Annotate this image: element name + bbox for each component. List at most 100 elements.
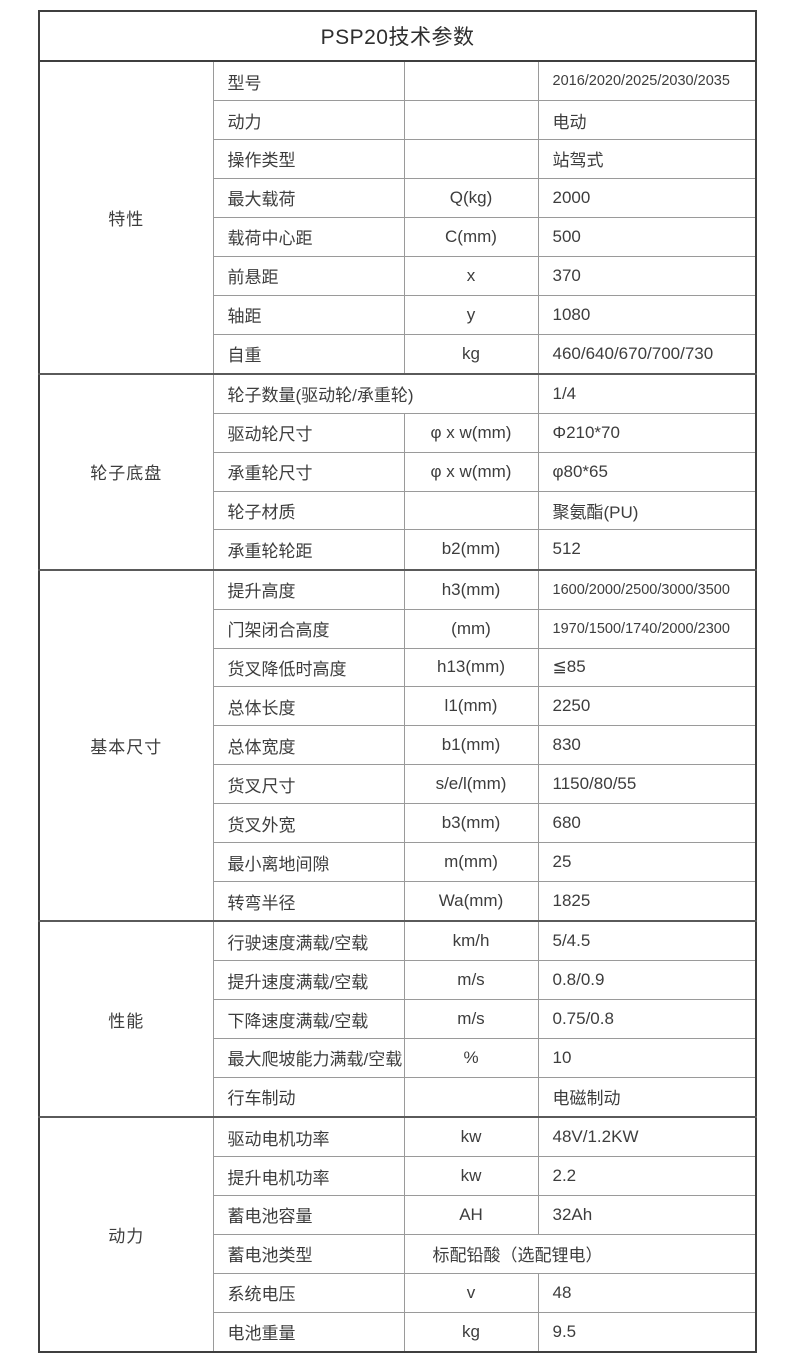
table-row: 驱动轮尺寸 φ x w(mm) Φ210*70 [39,412,757,453]
spec-value: 25 [537,842,757,882]
spec-label: 前悬距 [212,255,405,296]
table-row: 最大爬坡能力满载/空载% 10 [39,1037,757,1078]
spec-table: PSP20技术参数 特性 型号 2016/2020/2025/2030/2035 动力… [38,10,758,1353]
spec-symbol: m/s [403,999,539,1039]
table-row: 门架闭合高度 (mm) 1970/1500/1740/2000/2300 [39,608,757,649]
spec-symbol [403,100,539,140]
table-row: 轮子底盘 轮子数量(驱动轮/承重轮) 1/4 [38,372,757,571]
table-row: 载荷中心距 C(mm) 500 [39,216,757,257]
spec-label: 总体宽度 [212,725,405,766]
spec-label: 自重 [212,333,405,375]
spec-label: 最大载荷 [212,177,405,218]
table-row: 自重 kg 460/640/670/700/730 [39,333,757,375]
spec-value: 电磁制动 [537,1076,757,1118]
spec-value: 2250 [537,686,757,727]
spec-symbol: v [403,1272,539,1313]
spec-symbol: l1(mm) [403,686,539,727]
spec-value: 680 [537,803,757,844]
spec-label: 轴距 [212,294,405,335]
spec-value: Φ210*70 [537,412,757,453]
spec-table-body: PSP20技术参数 特性 型号 2016/2020/2025/2030/2035 动力… [38,10,757,1353]
table-row: 性能 行驶速度满载/空载 km/h 5/4.5 [38,920,757,1118]
spec-label: 型号 [212,60,405,102]
spec-label: 承重轮轮距 [212,529,405,571]
spec-value: 48V/1.2KW [537,1115,757,1158]
spec-label: 轮子数量(驱动轮/承重轮) [212,372,539,414]
table-row: 动力 电动 [39,100,757,140]
spec-value: 1/4 [537,372,757,414]
spec-symbol: kw [403,1156,539,1196]
section-label: 动力 [38,1115,214,1353]
spec-label: 电池重量 [212,1311,405,1353]
spec-symbol: y [403,294,539,335]
spec-symbol: kw [403,1115,539,1158]
spec-symbol: kg [403,333,539,375]
spec-value: 830 [537,725,757,766]
table-row: 承重轮轮距 b2(mm) 512 [39,529,757,571]
spec-symbol [403,139,539,179]
spec-label: 载荷中心距 [212,216,405,257]
spec-symbol [403,1076,539,1118]
table-row: 基本尺寸 提升高度 h3(mm) 1600/2000/2500/3000/3500 [38,568,757,922]
spec-symbol: km/h [403,920,539,962]
spec-value: 370 [537,255,757,296]
spec-label: 蓄电池类型 [212,1233,405,1274]
table-row: 蓄电池容量 AH 32Ah [39,1194,757,1235]
spec-value: 32Ah [537,1194,757,1235]
table-row: 动力 驱动电机功率 kw 48V/1.2KW [38,1115,757,1353]
spec-value: ≦85 [537,647,757,688]
spec-value: 1600/2000/2500/3000/3500 [537,568,757,610]
spec-value: 460/640/670/700/730 [537,333,757,375]
spec-label: 转弯半径 [212,880,405,922]
spec-label: 最小离地间隙 [212,842,405,882]
spec-value: 1970/1500/1740/2000/2300 [537,608,757,649]
table-title-row: PSP20技术参数 [38,10,757,62]
spec-label: 下降速度满载/空载 [212,999,405,1039]
section-label: 基本尺寸 [38,568,214,922]
table-row: 转弯半径 Wa(mm) 1825 [39,880,757,922]
spec-label: 门架闭合高度 [212,608,405,649]
spec-value: 10 [537,1037,757,1078]
spec-symbol: m(mm) [403,842,539,882]
page-title: PSP20技术参数 [38,10,757,62]
spec-symbol: Q(kg) [403,177,539,218]
spec-symbol: x [403,255,539,296]
spec-value: 标配铅酸（选配锂电） [403,1233,757,1274]
spec-symbol: h3(mm) [403,568,539,610]
spec-label: 最大爬坡能力满载/空载 [212,1037,405,1078]
spec-value: 站驾式 [537,139,757,179]
spec-symbol: b2(mm) [403,529,539,571]
section-label: 轮子底盘 [38,372,214,571]
spec-symbol: C(mm) [403,216,539,257]
table-row: 货叉降低时高度 h13(mm) ≦85 [39,647,757,688]
spec-value: 5/4.5 [537,920,757,962]
spec-symbol: % [403,1037,539,1078]
section-label: 特性 [38,60,214,375]
spec-label: 提升速度满载/空载 [212,960,405,1001]
table-row: 系统电压 v 48 [39,1272,757,1313]
spec-value: 48 [537,1272,757,1313]
spec-value: 1080 [537,294,757,335]
spec-symbol [403,60,539,102]
spec-value: 0.75/0.8 [537,999,757,1039]
spec-symbol [403,490,539,531]
spec-symbol: b3(mm) [403,803,539,844]
spec-value: 2.2 [537,1156,757,1196]
spec-label: 行驶速度满载/空载 [212,920,405,962]
table-row: 提升电机功率 kw 2.2 [39,1156,757,1196]
spec-value: 2016/2020/2025/2030/2035 [537,60,757,102]
spec-value: 1150/80/55 [537,764,757,805]
spec-label: 承重轮尺寸 [212,451,405,492]
spec-value: 电动 [537,100,757,140]
table-row: 总体长度 l1(mm) 2250 [39,686,757,727]
spec-value: 0.8/0.9 [537,960,757,1001]
spec-value: φ80*65 [537,451,757,492]
spec-label: 驱动轮尺寸 [212,412,405,453]
table-row: 特性 型号 2016/2020/2025/2030/2035 [38,60,757,375]
spec-label: 货叉降低时高度 [212,647,405,688]
spec-symbol: φ x w(mm) [403,412,539,453]
table-row: 操作类型 站驾式 [39,139,757,179]
spec-label: 提升电机功率 [212,1156,405,1196]
spec-symbol: φ x w(mm) [403,451,539,492]
